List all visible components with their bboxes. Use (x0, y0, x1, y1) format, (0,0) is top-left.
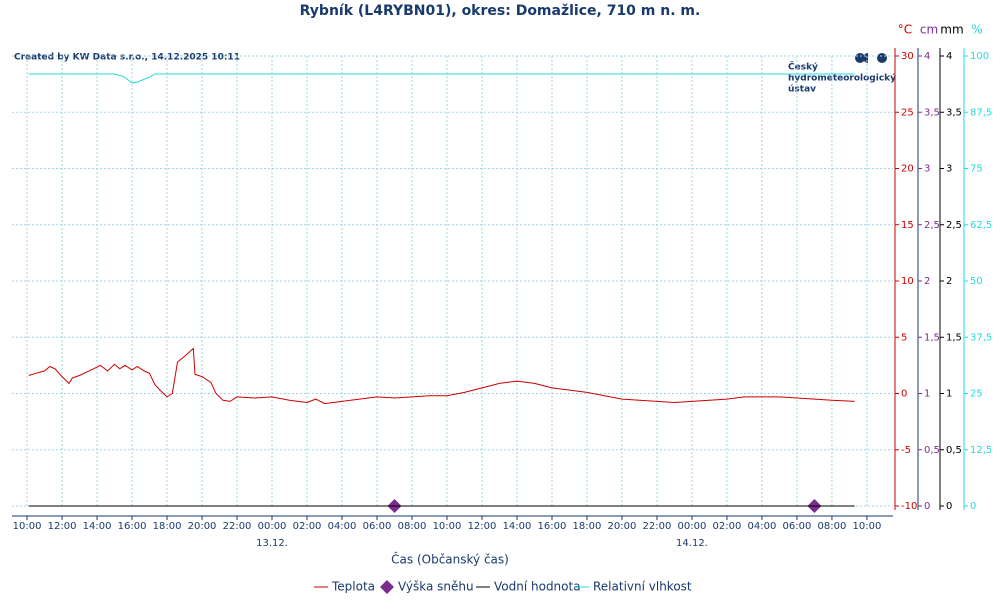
y-tick-label: 50 (970, 276, 983, 287)
x-axis-label: Čas (Občanský čas) (391, 552, 509, 567)
x-tick-label: 10:00 (433, 521, 462, 532)
y-tick-label: 0 (901, 389, 907, 400)
legend-label: Relativní vlhkost (593, 580, 692, 594)
y-tick-label: -5 (901, 445, 911, 456)
x-tick-label: 14:00 (83, 521, 112, 532)
y-tick-label: 3,5 (946, 107, 962, 118)
y-tick-label: 75 (970, 164, 983, 175)
logo-mark (855, 53, 887, 63)
y-tick-label: 87,5 (970, 107, 992, 118)
legend-label: Vodní hodnota (494, 580, 581, 594)
y-tick-label: 2 (946, 276, 952, 287)
x-tick-label: 20:00 (188, 521, 217, 532)
x-tick-label: 12:00 (468, 521, 497, 532)
x-tick-label: 16:00 (118, 521, 147, 532)
x-tick-label: 02:00 (713, 521, 742, 532)
y-tick-label: 2,5 (946, 220, 962, 231)
y-tick-label: 4 (924, 51, 930, 62)
y-tick-label: 20 (901, 164, 914, 175)
y-tick-label: 15 (901, 220, 914, 231)
y-tick-label: 2,5 (924, 220, 940, 231)
line (28, 73, 855, 84)
date-label: 14.12. (676, 538, 708, 549)
x-tick-label: 10:00 (13, 521, 42, 532)
y-tick-label: 25 (970, 389, 983, 400)
x-tick-label: 00:00 (258, 521, 287, 532)
chart-title: Rybník (L4RYBN01), okres: Domažlice, 710… (300, 3, 701, 19)
logo-text: ústav (788, 85, 816, 95)
line (28, 347, 855, 405)
logo-text: Český (788, 61, 818, 73)
y-tick-label: 5 (901, 332, 907, 343)
x-tick-label: 02:00 (293, 521, 322, 532)
x-tick-label: 10:00 (853, 521, 882, 532)
y-tick-label: 4 (946, 51, 952, 62)
y-tick-label: 1,5 (924, 332, 940, 343)
y-tick-label: 0 (970, 501, 976, 512)
y-tick-label: 100 (970, 51, 989, 62)
y-tick-label: 3 (924, 164, 930, 175)
legend-swatch (380, 580, 394, 594)
x-tick-label: 18:00 (153, 521, 182, 532)
date-label: 13.12. (256, 538, 288, 549)
y-tick-label: 0,5 (946, 445, 962, 456)
y-tick-label: 1 (924, 389, 930, 400)
y-tick-label: 3 (946, 164, 952, 175)
x-tick-label: 20:00 (608, 521, 637, 532)
y-tick-label: 30 (901, 51, 914, 62)
axis-unit: °C (898, 23, 912, 37)
y-tick-label: 10 (901, 276, 914, 287)
axis-unit: % (971, 23, 982, 37)
y-tick-label: 37,5 (970, 332, 992, 343)
axis-unit: mm (940, 23, 963, 37)
x-tick-label: 06:00 (783, 521, 812, 532)
legend-label: Teplota (331, 580, 375, 594)
x-tick-label: 18:00 (573, 521, 602, 532)
y-tick-label: 0,5 (924, 445, 940, 456)
y-tick-label: 25 (901, 107, 914, 118)
x-tick-label: 00:00 (678, 521, 707, 532)
y-tick-label: 0 (946, 501, 952, 512)
x-tick-label: 06:00 (363, 521, 392, 532)
x-tick-label: 08:00 (398, 521, 427, 532)
x-tick-label: 08:00 (818, 521, 847, 532)
y-tick-label: 62,5 (970, 220, 992, 231)
x-tick-label: 12:00 (48, 521, 77, 532)
x-tick-label: 16:00 (538, 521, 567, 532)
x-tick-label: 22:00 (223, 521, 252, 532)
y-tick-label: 3,5 (924, 107, 940, 118)
y-tick-label: 1,5 (946, 332, 962, 343)
logo-text: hydrometeorologický (788, 74, 896, 84)
y-tick-label: -10 (901, 501, 917, 512)
credit: Created by KW Data s.r.o., 14.12.2025 10… (14, 53, 240, 63)
x-tick-label: 04:00 (748, 521, 777, 532)
legend-label: Výška sněhu (398, 580, 474, 594)
x-tick-label: 14:00 (503, 521, 532, 532)
y-tick-label: 12,5 (970, 445, 992, 456)
x-tick-label: 22:00 (643, 521, 672, 532)
y-tick-label: 2 (924, 276, 930, 287)
y-tick-label: 0 (924, 501, 930, 512)
axis-unit: cm (920, 23, 938, 37)
x-tick-label: 04:00 (328, 521, 357, 532)
y-tick-label: 1 (946, 389, 952, 400)
